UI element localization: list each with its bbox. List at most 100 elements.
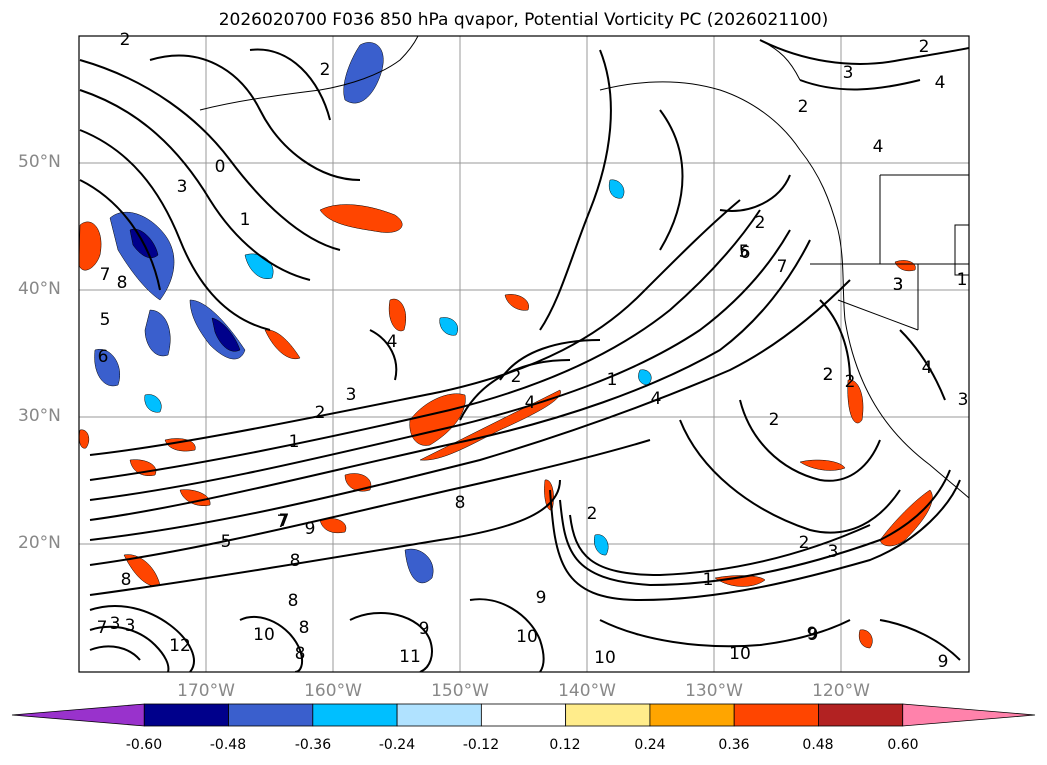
positive-pv-area: [79, 221, 102, 271]
positive-pv-area: [319, 204, 403, 233]
contour-label: 0: [215, 157, 226, 177]
contour-label: 4: [935, 73, 946, 93]
positive-pv-area: [879, 489, 933, 547]
negative-pv-area: [211, 317, 241, 352]
lon-label-170w: 170°W: [177, 681, 235, 701]
negative-pv-area: [594, 534, 609, 556]
contour-label: 5: [739, 242, 750, 262]
contour-label: 5: [100, 310, 111, 330]
contour-label: 7: [97, 618, 108, 638]
contour-label: 3: [843, 63, 854, 83]
colorbar-extend-min: [11, 703, 145, 727]
contour-label: 3: [346, 385, 357, 405]
positive-pv-area: [319, 518, 347, 534]
lon-label-160w: 160°W: [304, 681, 362, 701]
contour-label: 2: [315, 403, 326, 423]
colorbar-segment: [818, 703, 904, 727]
contour-label: 12: [169, 636, 191, 656]
contour-label: 10: [516, 627, 538, 647]
negative-pv-area: [144, 394, 162, 413]
contour-label: 4: [651, 389, 662, 409]
negative-pv-area: [638, 369, 652, 386]
colorbar-segment: [733, 703, 819, 727]
contour-label: 2: [845, 372, 856, 392]
colorbar-segment: [396, 703, 482, 727]
contour-label: 9: [305, 519, 316, 539]
negative-pv-area: [244, 253, 274, 280]
positive-pv-area: [504, 294, 529, 311]
contour-label: 4: [387, 332, 398, 352]
contour-label: 2: [320, 60, 331, 80]
contour-label: 4: [525, 393, 536, 413]
positive-pv-area: [344, 473, 372, 492]
colorbar-tick-label: 0.24: [634, 737, 666, 753]
contour-label: 3: [110, 614, 121, 634]
contour-lines: [79, 39, 969, 672]
positive-pv-area: [858, 629, 873, 649]
contour-label: 2: [511, 367, 522, 387]
contour-label: 3: [177, 177, 188, 197]
colorbar-segment: [228, 703, 314, 727]
contour-label: 1: [289, 432, 300, 452]
contour-label: 1: [703, 570, 714, 590]
contour-label: 7: [277, 512, 288, 532]
positive-pv-area: [79, 429, 90, 449]
contour-label: 8: [299, 618, 310, 638]
colorbar: [11, 703, 1036, 727]
contour-label: 1: [957, 270, 968, 290]
positive-pv-area: [388, 298, 406, 332]
map-frame: [78, 35, 970, 673]
colorbar-segment: [312, 703, 398, 727]
colorbar-segment: [143, 703, 229, 727]
contour-label: 5: [221, 532, 232, 552]
colorbar-tick-label: -0.48: [209, 737, 247, 753]
contour-label: 2: [587, 504, 598, 524]
positive-pv-area: [264, 329, 301, 360]
contour-label: 11: [399, 647, 421, 667]
colorbar-tick-label: 0.12: [549, 737, 581, 753]
lon-label-150w: 150°W: [431, 681, 489, 701]
contour-label: 3: [893, 275, 904, 295]
contour-label: 6: [740, 243, 751, 263]
contour-label: 8: [117, 273, 128, 293]
positive-pv-area: [799, 459, 846, 471]
coastlines: [199, 36, 969, 499]
colorbar-tick-label: 0.48: [802, 737, 834, 753]
contour-label: 2: [823, 365, 834, 385]
positive-pv-area: [409, 393, 466, 446]
contour-label: 10: [253, 625, 275, 645]
lat-label-20n: 20°N: [18, 533, 61, 553]
contour-label: 8: [290, 551, 301, 571]
colorbar-segment: [480, 703, 567, 727]
contour-label: 4: [922, 358, 933, 378]
contour-label: 9: [536, 588, 547, 608]
contour-label: 9: [938, 652, 949, 672]
contour-label: 8: [121, 570, 132, 590]
colorbar-tick-label: -0.12: [462, 737, 500, 753]
contour-label: 2: [120, 30, 131, 50]
negative-pv-area: [608, 179, 625, 199]
contour-label: 8: [295, 644, 306, 664]
colorbar-tick-label: 0.36: [718, 737, 750, 753]
colorbar-tick-label: -0.36: [294, 737, 332, 753]
contour-label: 3: [958, 390, 969, 410]
contour-label: 9: [419, 619, 430, 639]
positive-pv-area: [847, 379, 864, 424]
negative-pv-area: [404, 548, 434, 584]
contour-label: 3: [125, 616, 136, 636]
contour-label: 2: [798, 97, 809, 117]
negative-pv-area: [439, 317, 458, 336]
colorbar-tick-label: -0.60: [125, 737, 163, 753]
colorbar-tick-label: 0.60: [887, 737, 919, 753]
lat-label-30n: 30°N: [18, 406, 61, 426]
contour-label: 2: [823, 365, 834, 385]
contour-label: 9: [808, 625, 819, 645]
colorbar-segment: [565, 703, 651, 727]
plot-title: 2026020700 F036 850 hPa qvapor, Potentia…: [218, 10, 829, 30]
contour-label: 7: [100, 265, 111, 285]
contour-label: 8: [288, 591, 299, 611]
contour-label: 7: [777, 257, 788, 277]
lon-label-130w: 130°W: [685, 681, 743, 701]
